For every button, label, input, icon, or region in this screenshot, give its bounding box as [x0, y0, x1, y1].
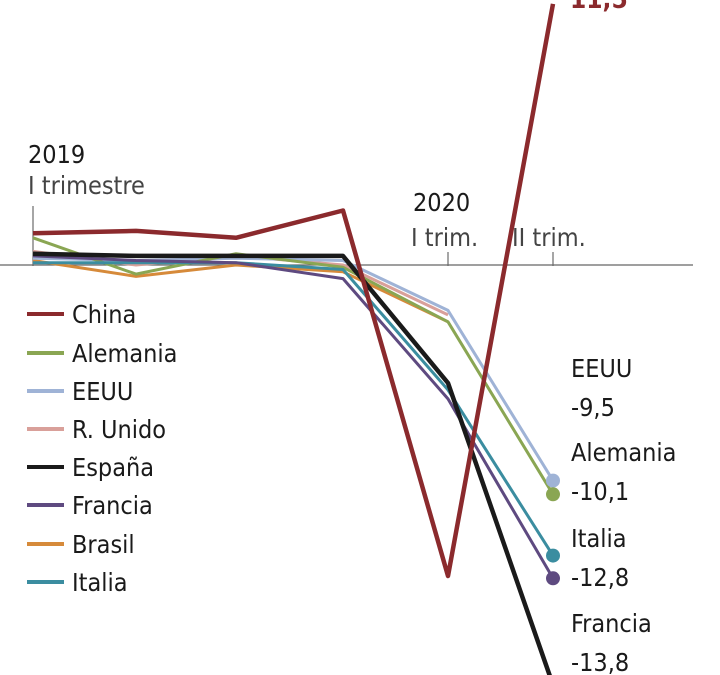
x-annotation-quarter-2019-i: I trimestre [28, 171, 145, 200]
end-label-alemania-value: -10,1 [571, 477, 629, 506]
end-label-eeuu-value: -9,5 [571, 393, 615, 422]
series-line-espa-a [32, 251, 552, 675]
legend-label-china: China [72, 300, 136, 329]
legend: China Alemania EEUU R. Unido España Fran… [27, 300, 177, 597]
end-label-francia-value: -13,8 [571, 648, 629, 675]
end-marker-italia [546, 548, 560, 563]
x-annotation-quarter-2020-i: I trim. [411, 223, 478, 252]
x-annotation-year-2020: 2020 [413, 188, 470, 217]
series-line-alemania [32, 236, 555, 496]
x-annotation-year-2019: 2019 [28, 140, 85, 169]
end-marker-francia [546, 571, 560, 586]
end-marker-alemania [546, 487, 560, 502]
x-annotation-quarter-2020-ii: II trim. [512, 223, 586, 252]
end-label-alemania-name: Alemania [571, 438, 676, 467]
end-label-italia-name: Italia [571, 524, 627, 553]
series-end-markers [546, 473, 560, 586]
end-label-italia-value: -12,8 [571, 563, 629, 592]
legend-label-r-unido: R. Unido [72, 415, 166, 444]
end-label-eeuu-name: EEUU [571, 354, 632, 383]
legend-label-alemania: Alemania [72, 339, 177, 368]
series-lines [32, 3, 556, 675]
end-label-francia-name: Francia [571, 609, 652, 638]
end-marker-eeuu [546, 473, 560, 488]
legend-label-francia: Francia [72, 491, 153, 520]
series-line-china [32, 3, 556, 579]
legend-label-eeuu: EEUU [72, 377, 133, 406]
legend-label-espana: España [72, 453, 154, 482]
legend-label-italia: Italia [72, 568, 128, 597]
series-line-brasil [32, 259, 449, 324]
series-line-italia [33, 261, 555, 557]
legend-label-brasil: Brasil [72, 530, 135, 559]
china-end-value: 11,5 [570, 0, 628, 15]
